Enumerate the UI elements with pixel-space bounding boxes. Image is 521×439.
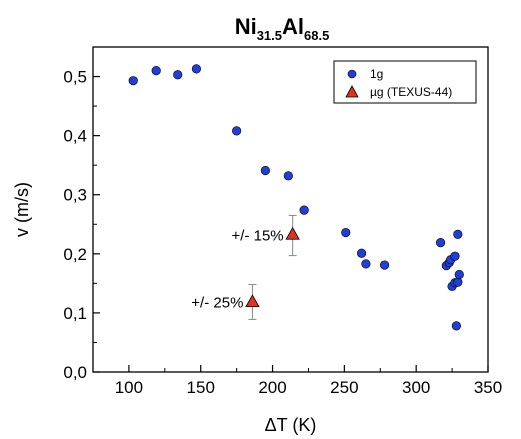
legend-marker — [347, 69, 357, 79]
data-point — [151, 66, 161, 76]
x-tick-label: 100 — [115, 378, 143, 397]
x-tick-label: 250 — [330, 378, 358, 397]
data-point — [245, 294, 260, 308]
title-element: Ni — [235, 14, 257, 39]
data-point — [191, 64, 202, 74]
error-annotation: +/- 15% — [232, 227, 284, 244]
y-tick-label: 0,0 — [63, 363, 87, 382]
data-point — [436, 237, 446, 248]
title-subscript: 68.5 — [304, 28, 329, 43]
data-point — [260, 165, 270, 176]
data-point — [361, 259, 371, 269]
x-tick-label: 350 — [474, 378, 502, 397]
data-point — [450, 251, 460, 261]
legend-marker — [345, 85, 359, 98]
data-point — [379, 260, 390, 270]
data-point — [451, 321, 462, 331]
x-tick-label: 200 — [258, 378, 286, 397]
data-point — [453, 229, 463, 239]
data-point — [232, 126, 242, 136]
title-subscript: 31.5 — [257, 28, 282, 43]
data-point — [341, 227, 351, 238]
plot-area: 100 150 200 250 300 350 0,0 0,1 0,2 0,3 0,4 0,5 ΔT (… — [12, 46, 502, 435]
y-tick-label: 0,2 — [63, 245, 87, 264]
data-point — [357, 248, 367, 258]
error-annotation: +/- 25% — [191, 295, 243, 312]
data-point — [285, 226, 300, 240]
y-axis-title: v (m/s) — [12, 182, 32, 237]
legend: 1g µg (TEXUS-44) — [333, 60, 477, 104]
y-tick-label: 0,1 — [63, 304, 87, 323]
legend-label: µg (TEXUS-44) — [370, 85, 452, 99]
data-point — [283, 171, 293, 181]
plot-frame — [92, 46, 489, 373]
data-point — [453, 277, 463, 287]
series-1 — [128, 64, 464, 331]
x-tick-label: 300 — [402, 378, 430, 397]
title-element: Al — [282, 14, 304, 39]
y-tick-label: 0,5 — [63, 68, 87, 87]
x-tick-label: 150 — [187, 378, 215, 397]
data-point — [299, 205, 309, 215]
legend-label: 1g — [370, 67, 383, 81]
chart-title: Ni31.5Al68.5 — [235, 14, 330, 43]
y-tick-label: 0,4 — [63, 127, 87, 146]
series-2: +/- 25% +/- 15% — [191, 214, 300, 320]
x-axis-title: ΔT (K) — [265, 415, 317, 435]
data-point — [128, 76, 138, 86]
data-point — [454, 269, 464, 280]
y-tick-label: 0,3 — [63, 186, 87, 205]
data-point — [173, 70, 183, 80]
